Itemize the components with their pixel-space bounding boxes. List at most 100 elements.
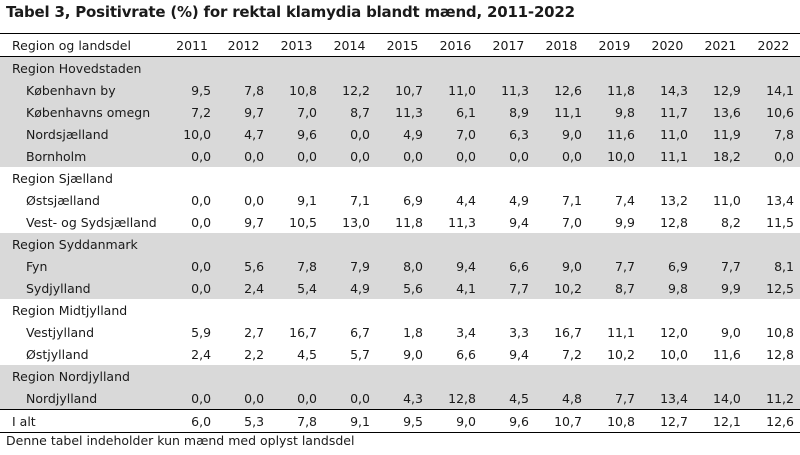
rate-cell: 9,8 [640,277,694,299]
rate-cell: 0,0 [167,255,218,277]
column-header-year: 2011 [167,33,218,57]
rate-cell: 7,7 [587,387,641,410]
rate-cell: 14,3 [640,79,694,101]
rate-cell: 6,9 [640,255,694,277]
rate-cell: 9,6 [270,123,324,145]
rate-cell: 7,8 [746,123,800,145]
rate-cell: 0,0 [167,277,218,299]
rate-cell: 4,8 [534,387,588,410]
rate-cell: 0,0 [217,387,271,410]
rate-cell: 9,0 [534,123,588,145]
column-header-year: 2021 [693,33,747,57]
rate-cell: 7,0 [562,214,582,230]
table-body: Region Hovedstaden København by 9,5 7,8 10,8… [0,56,800,433]
rate-cell: 12,8 [766,346,794,362]
rate-cell: 11,5 [766,214,794,230]
district-name: København by [0,79,168,101]
rate-cell: 9,4 [509,214,529,230]
rate-cell: 3,4 [456,324,476,340]
region-row: Region Syddanmark [0,233,800,255]
column-header-year: 2012 [217,33,271,57]
rate-cell: 8,2 [721,214,741,230]
rate-cell: 1,8 [403,324,423,340]
rate-cell: 4,3 [376,387,429,410]
header-row: Region og landsdel 2011 2012 2013 2014 2… [0,33,800,57]
rate-cell: 7,7 [481,277,535,299]
district-name: Nordsjælland [0,123,168,145]
rate-cell: 7,1 [350,192,370,208]
rate-cell: 7,7 [693,255,747,277]
total-rate-cell: 12,6 [746,409,800,433]
region-name: Region Hovedstaden [0,56,800,79]
rate-cell: 13,0 [342,214,370,230]
rate-cell: 13,4 [766,192,794,208]
rate-cell: 7,8 [217,79,271,101]
rate-cell: 4,5 [481,387,535,410]
rate-cell: 12,2 [323,79,376,101]
rate-cell: 16,7 [289,324,318,340]
table-row: København by 9,5 7,8 10,8 12,2 10,7 11,0 11,3 12… [0,79,800,101]
rate-cell: 11,0 [713,192,741,208]
total-rate-cell: 9,5 [376,409,429,433]
rate-cell: 0,0 [323,123,376,145]
district-name: Nordjylland [0,387,168,410]
district-name: Vestjylland [26,324,95,340]
rate-cell: 0,0 [191,192,212,208]
column-header-year: 2017 [481,33,535,57]
district-name: Østjylland [26,346,89,362]
rate-cell: 0,0 [191,214,212,230]
district-name: Vest- og Sydsjælland [26,214,157,230]
rate-cell: 0,0 [167,387,218,410]
rate-cell: 0,0 [270,145,324,167]
rate-cell: 12,8 [428,387,482,410]
rate-cell: 10,2 [534,277,588,299]
total-rate-cell: 9,0 [428,409,482,433]
rate-cell: 16,7 [554,324,582,340]
rate-cell: 10,6 [746,101,800,123]
rate-cell: 9,4 [428,255,482,277]
rate-cell: 0,0 [481,145,535,167]
rate-cell: 12,6 [534,79,588,101]
rate-cell: 4,9 [323,277,376,299]
rate-cell: 12,9 [693,79,747,101]
rate-cell: 9,8 [587,101,641,123]
rate-cell: 5,6 [217,255,271,277]
rate-cell: 5,9 [191,324,212,340]
region-row: Region Sjælland [0,167,800,189]
rate-cell: 0,0 [376,145,429,167]
rate-cell: 8,1 [746,255,800,277]
district-name: Fyn [0,255,168,277]
rate-cell: 9,7 [217,101,271,123]
total-rate-cell: 7,8 [270,409,324,433]
column-header-year: 2022 [746,33,800,57]
rate-cell: 11,7 [640,101,694,123]
rate-cell: 11,8 [587,79,641,101]
total-label: I alt [0,409,168,433]
footnote: Denne tabel indeholder kun mænd med oply… [6,433,355,448]
total-rate-cell: 12,7 [640,409,694,433]
rate-cell: 9,0 [721,324,741,340]
region-name: Region Midtjylland [12,302,128,318]
total-row: I alt 6,0 5,3 7,8 9,1 9,5 9,0 9,6 10,7 10,8 12,7 12… [0,409,800,433]
district-name: Sydjylland [0,277,168,299]
column-header-year: 2014 [323,33,376,57]
region-row: Region Nordjylland [0,365,800,387]
rate-cell: 4,9 [509,192,529,208]
rate-cell: 5,7 [350,346,370,362]
rate-cell: 11,6 [587,123,641,145]
table-row: Nordjylland 0,0 0,0 0,0 0,0 4,3 12,8 4,5 4,8 7,7 1… [0,387,800,410]
rate-cell: 7,2 [562,346,582,362]
rate-cell: 4,1 [428,277,482,299]
rate-cell: 0,0 [534,145,588,167]
rate-cell: 9,7 [244,214,265,230]
rate-cell: 5,4 [270,277,324,299]
district-name: Bornholm [0,145,168,167]
rate-cell: 6,6 [481,255,535,277]
rate-cell: 4,5 [297,346,318,362]
rate-cell: 0,0 [323,387,376,410]
rate-cell: 13,4 [640,387,694,410]
rate-cell: 10,0 [167,123,218,145]
table-row: Sydjylland 0,0 2,4 5,4 4,9 5,6 4,1 7,7 10,2 8,7 9,… [0,277,800,299]
rate-cell: 18,2 [693,145,747,167]
rate-cell: 2,4 [191,346,212,362]
